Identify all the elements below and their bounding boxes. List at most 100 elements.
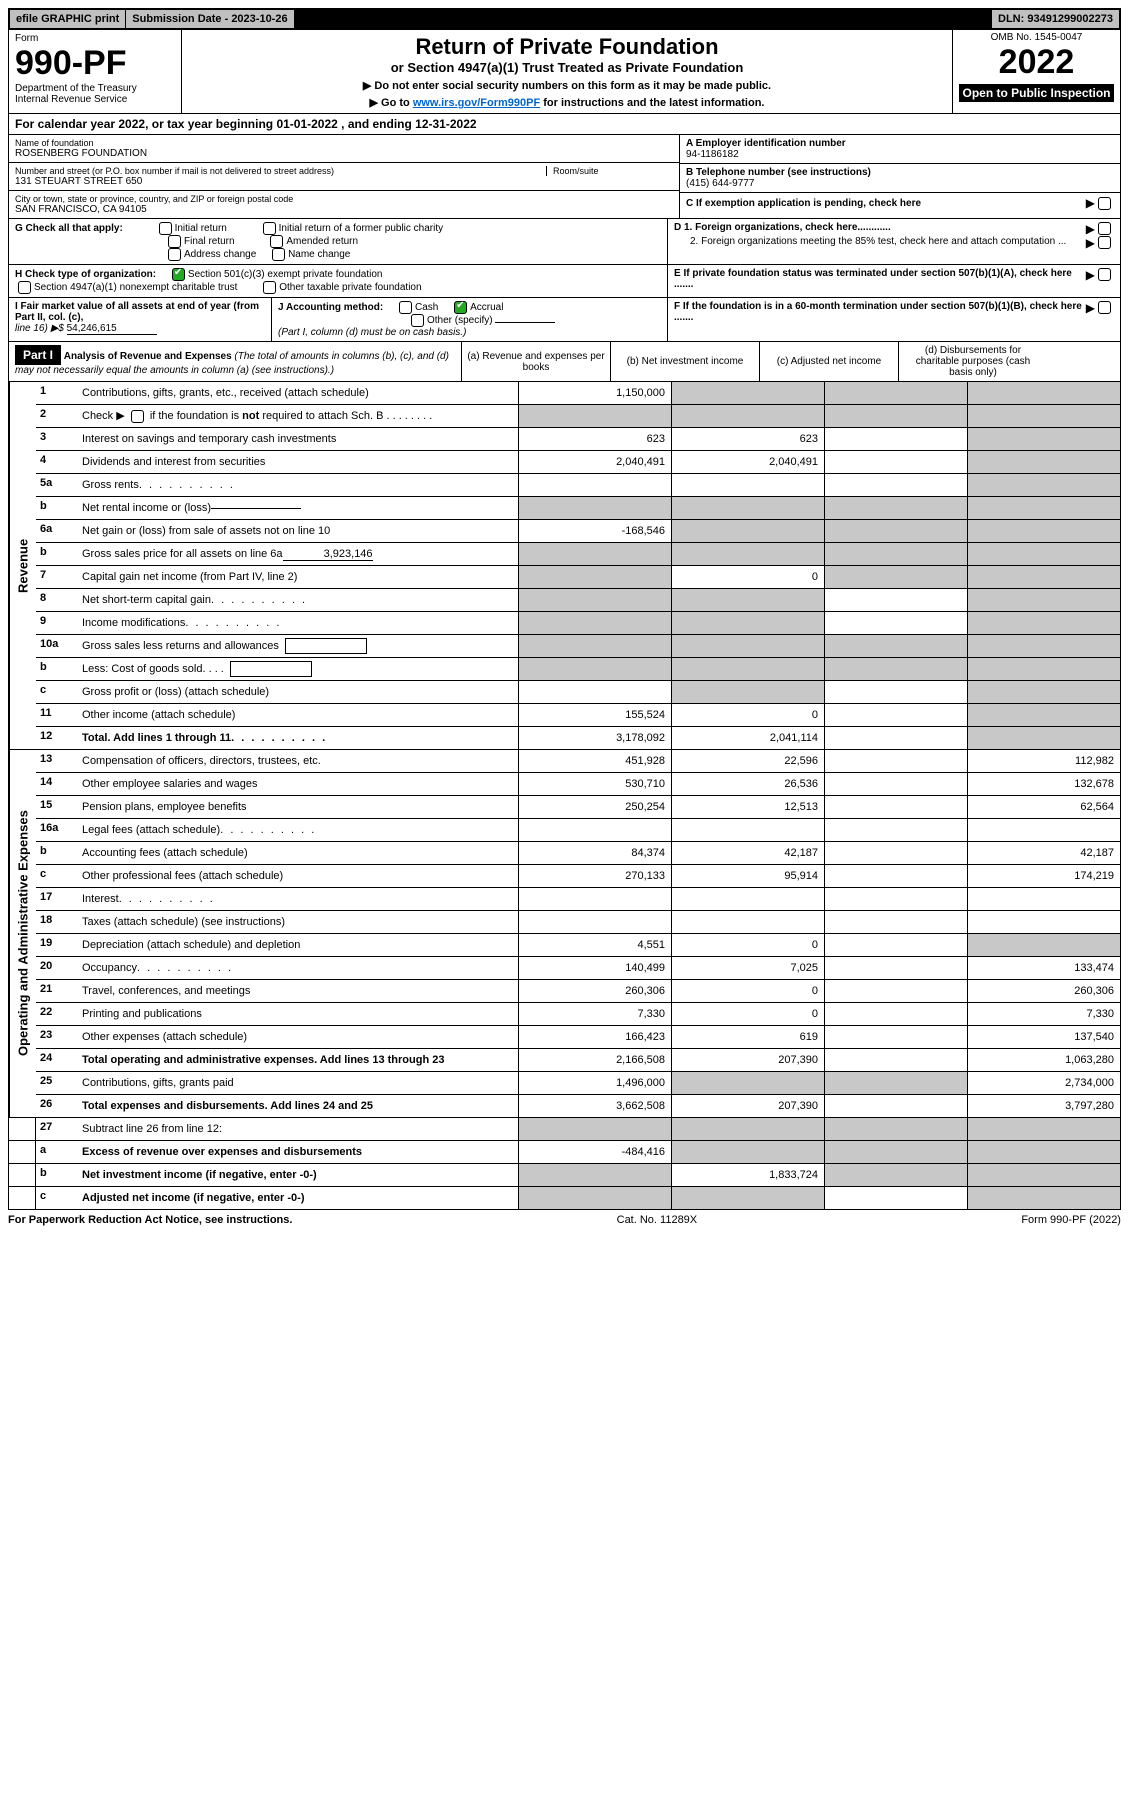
- checkbox-address[interactable]: [168, 248, 181, 261]
- table-row: cOther professional fees (attach schedul…: [36, 865, 1120, 888]
- top-bar: efile GRAPHIC print Submission Date - 20…: [8, 8, 1121, 30]
- checkbox-final[interactable]: [168, 235, 181, 248]
- table-row: bNet rental income or (loss): [36, 497, 1120, 520]
- city-state-zip: SAN FRANCISCO, CA 94105: [15, 204, 673, 215]
- table-row: 7Capital gain net income (from Part IV, …: [36, 566, 1120, 589]
- table-row: 3Interest on savings and temporary cash …: [36, 428, 1120, 451]
- form-number: 990-PF: [15, 44, 127, 83]
- table-row: 12Total. Add lines 1 through 113,178,092…: [36, 727, 1120, 749]
- title-box: Return of Private Foundation or Section …: [182, 30, 953, 113]
- form-header: Form 990-PF Department of the Treasury I…: [8, 30, 1121, 114]
- table-row: 24Total operating and administrative exp…: [36, 1049, 1120, 1072]
- f-box: F If the foundation is in a 60-month ter…: [668, 298, 1120, 341]
- street-address: 131 STEUART STREET 650: [15, 176, 546, 187]
- e-box: E If private foundation status was termi…: [668, 265, 1120, 297]
- h-e-row: H Check type of organization: Section 50…: [8, 265, 1121, 298]
- irs-link[interactable]: www.irs.gov/Form990PF: [413, 97, 540, 109]
- col-c-head: (c) Adjusted net income: [759, 342, 898, 381]
- form-ref: Form 990-PF (2022): [1021, 1214, 1121, 1226]
- form-title: Return of Private Foundation: [186, 34, 948, 60]
- table-row: 21Travel, conferences, and meetings260,3…: [36, 980, 1120, 1003]
- tax-year: 2022: [959, 43, 1114, 82]
- expenses-side-label: Operating and Administrative Expenses: [9, 750, 36, 1117]
- g-box: G Check all that apply: Initial return I…: [9, 219, 668, 264]
- table-row: 13Compensation of officers, directors, t…: [36, 750, 1120, 773]
- table-row: 25Contributions, gifts, grants paid1,496…: [36, 1072, 1120, 1095]
- table-row: 26Total expenses and disbursements. Add …: [36, 1095, 1120, 1117]
- checkbox-name[interactable]: [272, 248, 285, 261]
- table-row: bNet investment income (if negative, ent…: [9, 1164, 1120, 1187]
- checkbox-f[interactable]: [1098, 301, 1111, 314]
- form-number-box: Form 990-PF Department of the Treasury I…: [9, 30, 182, 113]
- foundation-name: ROSENBERG FOUNDATION: [15, 148, 673, 159]
- checkbox-other-method[interactable]: [411, 314, 424, 327]
- checkbox-initial[interactable]: [159, 222, 172, 235]
- col-a-head: (a) Revenue and expenses per books: [461, 342, 610, 381]
- table-row: 18Taxes (attach schedule) (see instructi…: [36, 911, 1120, 934]
- col-d-head: (d) Disbursements for charitable purpose…: [898, 342, 1047, 381]
- checkbox-501c3[interactable]: [172, 268, 185, 281]
- ein-cell: A Employer identification number 94-1186…: [680, 135, 1120, 164]
- g-d-row: G Check all that apply: Initial return I…: [8, 219, 1121, 265]
- checkbox-schb[interactable]: [131, 410, 144, 423]
- checkbox-e[interactable]: [1098, 268, 1111, 281]
- checkbox-4947[interactable]: [18, 281, 31, 294]
- paperwork-notice: For Paperwork Reduction Act Notice, see …: [8, 1214, 292, 1226]
- irs: Internal Revenue Service: [15, 94, 175, 105]
- table-row: 8Net short-term capital gain: [36, 589, 1120, 612]
- expenses-table: Operating and Administrative Expenses 13…: [8, 750, 1121, 1118]
- open-public: Open to Public Inspection: [959, 84, 1114, 102]
- checkbox-accrual[interactable]: [454, 301, 467, 314]
- year-box: OMB No. 1545-0047 2022 Open to Public In…: [953, 30, 1120, 113]
- phone-cell: B Telephone number (see instructions) (4…: [680, 164, 1120, 193]
- checkbox-c[interactable]: [1098, 197, 1111, 210]
- checkbox-d1[interactable]: [1098, 222, 1111, 235]
- table-row: 1Contributions, gifts, grants, etc., rec…: [36, 382, 1120, 405]
- table-row: 14Other employee salaries and wages530,7…: [36, 773, 1120, 796]
- omb: OMB No. 1545-0047: [959, 32, 1114, 43]
- checkbox-initial-former[interactable]: [263, 222, 276, 235]
- address-cell: Number and street (or P.O. box number if…: [9, 163, 679, 191]
- table-row: 17Interest: [36, 888, 1120, 911]
- phone-value: (415) 644-9777: [686, 178, 1114, 189]
- revenue-table: Revenue 1Contributions, gifts, grants, e…: [8, 382, 1121, 750]
- form-word: Form: [15, 33, 175, 44]
- dept-treasury: Department of the Treasury: [15, 83, 175, 94]
- identity-block: Name of foundation ROSENBERG FOUNDATION …: [8, 135, 1121, 219]
- table-row: 19Depreciation (attach schedule) and dep…: [36, 934, 1120, 957]
- calendar-year: For calendar year 2022, or tax year begi…: [8, 114, 1121, 135]
- table-row: 5aGross rents: [36, 474, 1120, 497]
- table-row: 9Income modifications: [36, 612, 1120, 635]
- table-row: bGross sales price for all assets on lin…: [36, 543, 1120, 566]
- table-row: 10aGross sales less returns and allowanc…: [36, 635, 1120, 658]
- table-row: 6aNet gain or (loss) from sale of assets…: [36, 520, 1120, 543]
- ein-value: 94-1186182: [686, 149, 1114, 160]
- h-box: H Check type of organization: Section 50…: [9, 265, 668, 297]
- table-row: 16aLegal fees (attach schedule): [36, 819, 1120, 842]
- table-row: 15Pension plans, employee benefits250,25…: [36, 796, 1120, 819]
- d-box: D 1. Foreign organizations, check here..…: [668, 219, 1120, 264]
- table-row: 4Dividends and interest from securities2…: [36, 451, 1120, 474]
- exemption-cell: C If exemption application is pending, c…: [680, 193, 1120, 213]
- spacer: [295, 10, 992, 28]
- efile-label: efile GRAPHIC print: [10, 10, 126, 28]
- dln: DLN: 93491299002273: [992, 10, 1119, 28]
- checkbox-cash[interactable]: [399, 301, 412, 314]
- part1-header: Part I Analysis of Revenue and Expenses …: [8, 342, 1121, 382]
- checkbox-d2[interactable]: [1098, 236, 1111, 249]
- table-row: bAccounting fees (attach schedule)84,374…: [36, 842, 1120, 865]
- table-row: 22Printing and publications7,33007,330: [36, 1003, 1120, 1026]
- form-subtitle: or Section 4947(a)(1) Trust Treated as P…: [186, 60, 948, 75]
- line27-table: 27Subtract line 26 from line 12: aExcess…: [8, 1118, 1121, 1210]
- table-row: cAdjusted net income (if negative, enter…: [9, 1187, 1120, 1209]
- col-b-head: (b) Net investment income: [610, 342, 759, 381]
- note-ssn: ▶ Do not enter social security numbers o…: [186, 79, 948, 92]
- table-row: 2Check ▶ if the foundation is not requir…: [36, 405, 1120, 428]
- table-row: bLess: Cost of goods sold . . . .: [36, 658, 1120, 681]
- checkbox-amended[interactable]: [270, 235, 283, 248]
- room-label: Room/suite: [553, 166, 673, 176]
- table-row: 20Occupancy140,4997,025133,474: [36, 957, 1120, 980]
- checkbox-other-taxable[interactable]: [263, 281, 276, 294]
- foundation-name-cell: Name of foundation ROSENBERG FOUNDATION: [9, 135, 679, 163]
- fmv-value: 54,246,615: [67, 323, 157, 335]
